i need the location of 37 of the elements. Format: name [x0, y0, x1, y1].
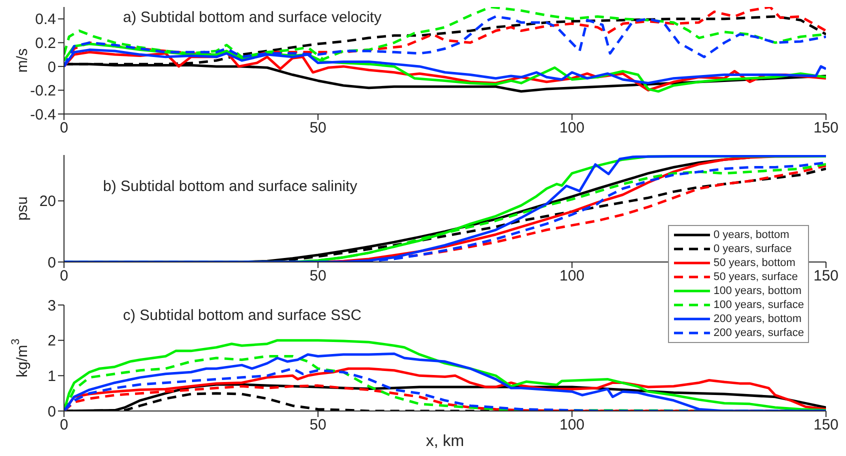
y-tick-label: 0 [48, 254, 56, 272]
y-tick-label: 1 [48, 368, 56, 385]
chart-title: a) Subtidal bottom and surface velocity [123, 9, 382, 26]
x-tick-label: 50 [310, 416, 326, 434]
y-tick-label: 20 [39, 193, 56, 210]
y-tick-label: 0 [48, 403, 56, 420]
legend-label: 100 years, bottom [714, 285, 802, 297]
x-tick-label: 150 [813, 416, 839, 434]
x-tick-label: 100 [559, 120, 585, 137]
x-tick-label: 150 [813, 120, 839, 137]
x-tick-label: 100 [559, 268, 585, 285]
text: b) Subtidal bottom and surface salinity [103, 178, 358, 195]
x-tick-label: 0 [60, 120, 68, 137]
legend-label: 50 years, surface [714, 271, 798, 283]
y-axis-title: psu [14, 196, 30, 221]
x-tick-label: 100 [559, 416, 585, 434]
legend-label: 200 years, bottom [714, 313, 802, 325]
x-tick-label: 50 [310, 120, 326, 137]
y-tick-label: 3 [48, 297, 56, 314]
x-tick-label: 0 [60, 416, 68, 434]
legend-label: 0 years, bottom [714, 229, 790, 241]
x-tick-label: 50 [310, 268, 326, 285]
legend-label: 0 years, surface [714, 243, 792, 255]
y-tick-label: -0.2 [30, 82, 56, 100]
legend-label: 200 years, surface [714, 327, 804, 339]
legend-label: 50 years, bottom [714, 257, 796, 269]
x-axis-title: x, km [426, 433, 464, 450]
y-tick-label: 0.4 [35, 11, 56, 28]
y-axis-title: m/s [14, 48, 30, 73]
y-tick-label: 0.2 [35, 34, 56, 52]
x-tick-label: 0 [60, 268, 68, 285]
legend-label: 100 years, surface [714, 299, 804, 311]
x-tick-label: 150 [813, 268, 839, 285]
y-tick-label: 0 [48, 58, 56, 76]
y-tick-label: 2 [48, 332, 56, 350]
y-tick-label: -0.4 [30, 106, 56, 124]
chart-title: c) Subtidal bottom and surface SSC [123, 307, 362, 324]
